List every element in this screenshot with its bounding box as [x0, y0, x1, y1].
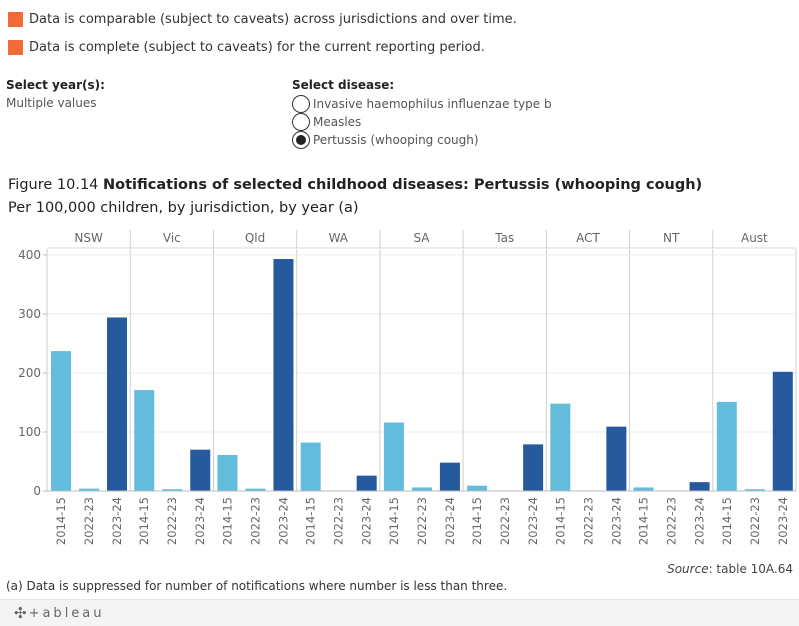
footnote: (a) Data is suppressed for number of not… — [6, 579, 508, 593]
x-tick-label: 2014-15 — [304, 497, 318, 545]
bar-act-2014-15 — [550, 403, 571, 491]
bar-act-2023-24 — [606, 426, 627, 491]
jurisdiction-header-sa: SA — [413, 231, 430, 245]
x-tick-label: 2022-23 — [498, 497, 512, 545]
jurisdiction-header-wa: WA — [329, 231, 349, 245]
y-tick-label: 300 — [18, 307, 41, 321]
bar-nsw-2022-23 — [79, 488, 100, 491]
bar-nsw-2014-15 — [51, 351, 72, 491]
legend-complete: Data is complete (subject to caveats) fo… — [8, 40, 485, 55]
x-tick-label: 2014-15 — [720, 497, 734, 545]
x-tick-label: 2014-15 — [54, 497, 68, 545]
bar-qld-2014-15 — [217, 454, 238, 491]
bar-sa-2022-23 — [411, 487, 432, 491]
radio-circle[interactable] — [292, 95, 310, 113]
radio-selected-dot — [296, 135, 306, 145]
jurisdiction-header-nt: NT — [663, 231, 680, 245]
jurisdiction-header-tas: Tas — [494, 231, 514, 245]
source-text: : table 10A.64 — [708, 562, 793, 576]
x-tick-label: 2022-23 — [248, 497, 262, 545]
bar-vic-2014-15 — [134, 390, 155, 491]
jurisdiction-header-nsw: NSW — [74, 231, 103, 245]
disease-option-measles[interactable]: Measles — [292, 113, 361, 131]
legend-swatch — [8, 12, 23, 27]
bar-sa-2023-24 — [439, 462, 460, 491]
x-tick-label: 2023-24 — [443, 497, 457, 545]
radio-circle[interactable] — [292, 113, 310, 131]
x-tick-label: 2014-15 — [553, 497, 567, 545]
tableau-logo[interactable]: ✣ +ableau — [14, 604, 105, 622]
jurisdiction-header-aust: Aust — [741, 231, 768, 245]
x-tick-label: 2022-23 — [165, 497, 179, 545]
legend-comparable: Data is comparable (subject to caveats) … — [8, 12, 517, 27]
jurisdiction-header-act: ACT — [576, 231, 600, 245]
year-filter-value[interactable]: Multiple values — [6, 96, 97, 110]
legend-complete-text: Data is complete (subject to caveats) fo… — [29, 40, 485, 55]
bar-aust-2022-23 — [744, 489, 765, 491]
bar-sa-2014-15 — [383, 422, 404, 491]
y-tick-label: 100 — [18, 425, 41, 439]
x-tick-label: 2022-23 — [332, 497, 346, 545]
x-tick-label: 2014-15 — [220, 497, 234, 545]
x-tick-label: 2014-15 — [637, 497, 651, 545]
bar-aust-2014-15 — [716, 401, 737, 491]
disease-option-label: Invasive haemophilus influenzae type b — [313, 97, 552, 111]
x-tick-label: 2023-24 — [276, 497, 290, 545]
x-tick-label: 2023-24 — [776, 497, 790, 545]
y-tick-label: 0 — [33, 484, 41, 498]
tableau-logo-text: +ableau — [28, 605, 105, 621]
year-filter-label: Select year(s): — [6, 78, 105, 92]
bar-nt-2014-15 — [633, 487, 654, 491]
source-label: Source — [667, 562, 709, 576]
bar-vic-2022-23 — [162, 489, 183, 491]
legend-comparable-text: Data is comparable (subject to caveats) … — [29, 12, 517, 27]
jurisdiction-header-vic: Vic — [163, 231, 181, 245]
disease-option-label: Pertussis (whooping cough) — [313, 133, 479, 147]
x-tick-label: 2023-24 — [609, 497, 623, 545]
disease-option-pertussis[interactable]: Pertussis (whooping cough) — [292, 131, 479, 149]
x-tick-label: 2022-23 — [748, 497, 762, 545]
figure-title-prefix: Figure 10.14 — [8, 177, 104, 193]
x-tick-label: 2023-24 — [193, 497, 207, 545]
x-tick-label: 2023-24 — [693, 497, 707, 545]
bar-tas-2014-15 — [467, 485, 488, 491]
tableau-footer: ✣ +ableau — [0, 599, 799, 626]
jurisdiction-header-qld: Qld — [245, 231, 265, 245]
bar-nt-2023-24 — [689, 482, 710, 491]
legend-swatch — [8, 40, 23, 55]
disease-option-hib[interactable]: Invasive haemophilus influenzae type b — [292, 95, 552, 113]
x-tick-label: 2023-24 — [110, 497, 124, 545]
x-tick-label: 2022-23 — [581, 497, 595, 545]
x-tick-label: 2014-15 — [137, 497, 151, 545]
x-tick-label: 2014-15 — [470, 497, 484, 545]
y-tick-label: 200 — [18, 366, 41, 380]
bar-aust-2023-24 — [772, 371, 793, 491]
bar-wa-2023-24 — [356, 475, 377, 491]
bar-qld-2023-24 — [273, 259, 294, 491]
x-tick-label: 2014-15 — [387, 497, 401, 545]
radio-circle-selected[interactable] — [292, 131, 310, 149]
x-tick-label: 2023-24 — [360, 497, 374, 545]
x-tick-label: 2022-23 — [82, 497, 96, 545]
disease-filter-label: Select disease: — [292, 78, 395, 92]
tableau-cross-icon: ✣ — [14, 604, 27, 622]
figure-subtitle: Per 100,000 children, by jurisdiction, b… — [8, 200, 359, 216]
bar-tas-2023-24 — [523, 444, 544, 491]
y-tick-label: 400 — [18, 248, 41, 262]
disease-option-label: Measles — [313, 115, 362, 129]
bar-vic-2023-24 — [190, 449, 211, 491]
x-tick-label: 2022-23 — [665, 497, 679, 545]
bar-nsw-2023-24 — [107, 317, 128, 491]
source-note: Source: table 10A.64 — [667, 562, 793, 576]
panel-header-band — [47, 226, 796, 248]
x-tick-label: 2023-24 — [526, 497, 540, 545]
figure-title: Figure 10.14 Notifications of selected c… — [8, 177, 702, 193]
bar-qld-2022-23 — [245, 488, 266, 491]
x-tick-label: 2022-23 — [415, 497, 429, 545]
figure-title-main: Notifications of selected childhood dise… — [103, 177, 703, 193]
bar-chart: 0 100 200 300 400 NSW 2014-15 2022-23 2023-24 Vic… — [18, 226, 797, 545]
bar-wa-2014-15 — [300, 442, 321, 491]
